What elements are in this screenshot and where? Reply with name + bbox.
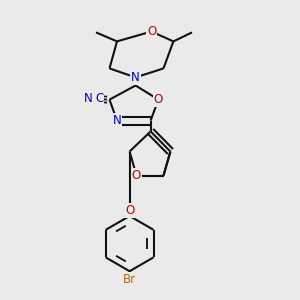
Text: C: C — [95, 92, 103, 106]
Text: N: N — [112, 114, 122, 127]
Text: N: N — [131, 71, 140, 84]
Text: O: O — [125, 204, 134, 217]
Text: O: O — [132, 169, 141, 182]
Text: N: N — [83, 92, 92, 106]
Text: O: O — [147, 25, 156, 38]
Text: Br: Br — [123, 273, 136, 286]
Text: O: O — [154, 93, 163, 106]
